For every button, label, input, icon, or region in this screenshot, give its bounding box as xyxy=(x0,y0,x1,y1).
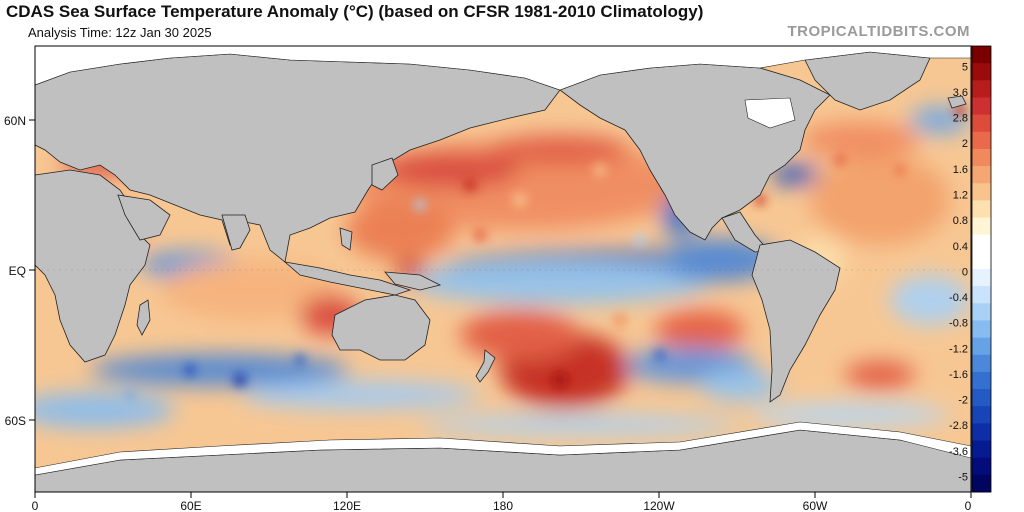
lon-label: 120W xyxy=(643,499,675,512)
colorbar-label: 1.2 xyxy=(953,190,968,202)
lat-label: 60S xyxy=(5,414,26,428)
colorbar-swatch xyxy=(972,389,991,407)
colorbar-swatch xyxy=(972,63,991,81)
colorbar-swatch xyxy=(972,337,991,356)
colorbar-swatch xyxy=(972,166,991,184)
colorbar-label: -2.8 xyxy=(949,420,968,432)
madagascar xyxy=(136,299,151,336)
philippines xyxy=(339,227,353,251)
colorbar-swatch xyxy=(972,200,991,219)
colorbar-label: -1.2 xyxy=(949,343,968,355)
colorbar-frame xyxy=(971,45,992,493)
hudson-bay-ice xyxy=(744,97,796,129)
lat-label: EQ xyxy=(9,264,26,278)
south-america xyxy=(751,239,841,403)
colorbar-swatch xyxy=(972,371,991,390)
colorbar-label: 2 xyxy=(962,138,968,150)
colorbar-label: -5 xyxy=(958,471,968,483)
lon-label: 60W xyxy=(803,499,828,512)
colorbar-swatch xyxy=(972,303,991,321)
colorbar-swatch xyxy=(972,183,991,201)
anomaly-field xyxy=(35,65,970,435)
colorbar-label: 1.6 xyxy=(953,164,968,176)
colorbar-label: -2 xyxy=(958,395,968,407)
arctic-ice xyxy=(35,46,971,91)
africa xyxy=(35,169,151,363)
lat-axis: 60N EQ 60S xyxy=(4,114,35,428)
colorbar-swatch xyxy=(972,320,991,339)
lon-label: 0 xyxy=(32,499,39,512)
map-area xyxy=(35,46,971,492)
map-title: CDAS Sea Surface Temperature Anomaly (°C… xyxy=(6,2,704,21)
arabia xyxy=(117,194,171,241)
new-guinea xyxy=(384,271,442,291)
new-zealand xyxy=(475,349,496,383)
india xyxy=(221,214,251,251)
colorbar-swatch xyxy=(972,97,991,116)
lon-axis: 0 60E 120E 180 120W 60W 0 xyxy=(32,492,972,512)
site-watermark: TROPICALTIDBITS.COM xyxy=(787,23,970,40)
antarctic-ice xyxy=(35,421,971,476)
colorbar-label: 0.4 xyxy=(953,241,968,253)
colorbar-label: 5 xyxy=(962,61,968,73)
colorbar-label: -3.6 xyxy=(949,446,968,458)
lat-label: 60N xyxy=(4,114,26,128)
colorbar-label: 0.8 xyxy=(953,215,968,227)
iceland xyxy=(947,95,967,109)
analysis-time: Analysis Time: 12z Jan 30 2025 xyxy=(28,25,212,40)
japan xyxy=(371,157,399,191)
australia xyxy=(331,294,431,361)
colorbar-swatch xyxy=(972,406,991,424)
colorbar-swatch xyxy=(972,131,991,150)
lon-label: 60E xyxy=(180,499,201,512)
colorbar-label: -1.6 xyxy=(949,369,968,381)
colorbar-swatch xyxy=(972,234,991,253)
lon-label: 180 xyxy=(493,499,513,512)
colorbar-swatch xyxy=(972,286,991,304)
colorbar-swatch xyxy=(972,80,991,98)
colorbar-label: -0.8 xyxy=(949,318,968,330)
colorbar-swatch xyxy=(972,114,991,133)
colorbar-swatch xyxy=(972,457,991,476)
colorbar-label: 3.6 xyxy=(953,87,968,99)
colorbar-swatch xyxy=(972,46,991,64)
colorbar-swatch xyxy=(972,148,991,167)
colorbar-swatch xyxy=(972,217,991,236)
colorbar-swatch xyxy=(972,354,991,373)
colorbar-swatch xyxy=(972,440,991,459)
colorbar-swatch xyxy=(972,269,991,287)
colorbar-label: -0.4 xyxy=(949,292,968,304)
colorbar-swatch xyxy=(972,251,991,270)
colorbar-label: 0 xyxy=(962,266,968,278)
indonesia xyxy=(283,261,412,296)
colorbar-swatch xyxy=(972,423,991,442)
sea-ice xyxy=(35,46,971,476)
colorbar-swatch xyxy=(972,474,991,493)
lon-label: 0 xyxy=(965,499,972,512)
lon-label: 120E xyxy=(333,499,361,512)
colorbar: 5 3.6 2.8 2 1.6 1.2 0.8 0.4 0 -0.4 -0.8 -1.2 -1.6 -2 -… xyxy=(949,45,992,493)
anomaly-speckle xyxy=(35,89,966,400)
colorbar-label: 2.8 xyxy=(953,113,968,125)
